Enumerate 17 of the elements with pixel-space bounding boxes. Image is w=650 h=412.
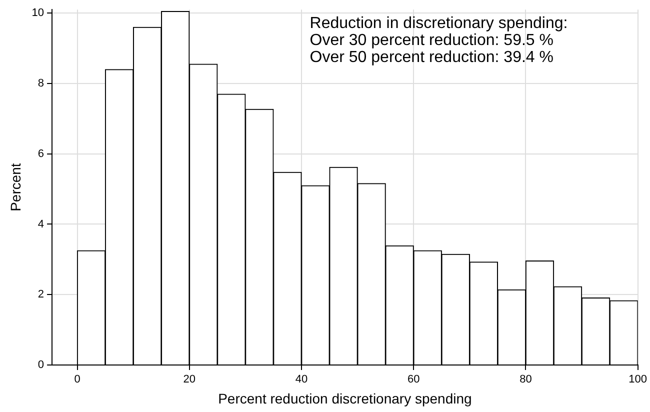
y-tick-label: 10 [32, 7, 44, 20]
y-tick-label: 4 [38, 218, 44, 230]
y-tick-label: 2 [38, 288, 44, 301]
x-tick-label: 60 [407, 374, 420, 386]
y-axis-title: Percent [7, 163, 24, 212]
x-tick-label: 40 [295, 374, 308, 386]
annotation: Over 50 percent reduction: 39.4 % [310, 49, 554, 66]
x-tick-label: 100 [628, 374, 648, 386]
y-tick-label: 6 [38, 148, 44, 160]
annotation: Over 30 percent reduction: 59.5 % [310, 32, 554, 50]
x-tick-label: 80 [520, 374, 532, 386]
x-tick-label: 0 [74, 374, 80, 386]
y-tick-label: 8 [38, 78, 44, 90]
x-tick-label: 20 [183, 374, 196, 386]
annotation: Reduction in discretionary spending: [310, 15, 568, 32]
x-axis-title: Percent reduction discretionary spending [218, 390, 472, 406]
y-tick-label: 0 [38, 359, 44, 372]
